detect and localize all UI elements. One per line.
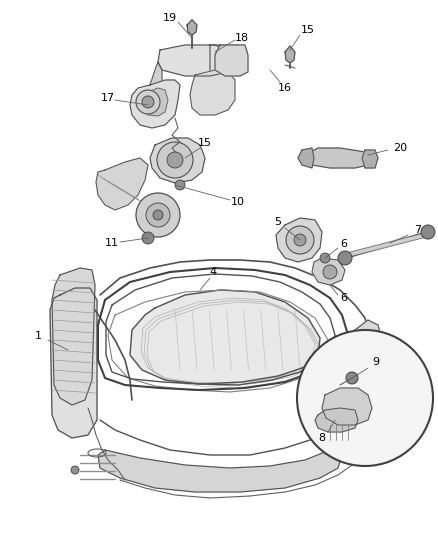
- Text: 18: 18: [235, 33, 249, 43]
- Text: 10: 10: [231, 197, 245, 207]
- Polygon shape: [150, 138, 205, 183]
- Circle shape: [142, 232, 154, 244]
- Text: 15: 15: [301, 25, 315, 35]
- Polygon shape: [52, 268, 95, 405]
- Circle shape: [338, 251, 352, 265]
- Polygon shape: [140, 88, 168, 116]
- Circle shape: [175, 180, 185, 190]
- Polygon shape: [312, 258, 345, 285]
- Text: 11: 11: [105, 238, 119, 248]
- Text: 4: 4: [209, 267, 216, 277]
- Polygon shape: [130, 80, 180, 128]
- Text: 20: 20: [393, 143, 407, 153]
- Circle shape: [346, 372, 358, 384]
- Circle shape: [297, 330, 433, 466]
- Circle shape: [320, 253, 330, 263]
- Polygon shape: [285, 46, 295, 63]
- Text: 9: 9: [372, 357, 380, 367]
- Polygon shape: [187, 20, 197, 35]
- Text: 19: 19: [163, 13, 177, 23]
- Polygon shape: [315, 408, 358, 432]
- Polygon shape: [362, 150, 378, 168]
- Polygon shape: [148, 62, 165, 118]
- Text: 5: 5: [275, 217, 282, 227]
- Text: 7: 7: [414, 225, 421, 235]
- Polygon shape: [98, 440, 342, 492]
- Polygon shape: [322, 388, 372, 425]
- Text: 1: 1: [35, 331, 42, 341]
- Text: 16: 16: [278, 83, 292, 93]
- Polygon shape: [298, 148, 314, 168]
- Polygon shape: [276, 218, 322, 262]
- Polygon shape: [340, 320, 382, 440]
- Circle shape: [136, 90, 160, 114]
- Circle shape: [157, 142, 193, 178]
- Circle shape: [146, 203, 170, 227]
- Circle shape: [136, 193, 180, 237]
- Polygon shape: [215, 45, 248, 76]
- Circle shape: [142, 96, 154, 108]
- Circle shape: [71, 466, 79, 474]
- Circle shape: [421, 225, 435, 239]
- Polygon shape: [303, 148, 370, 168]
- Text: 8: 8: [318, 433, 325, 443]
- Text: 6: 6: [340, 293, 347, 303]
- Text: 17: 17: [101, 93, 115, 103]
- Polygon shape: [158, 45, 232, 76]
- Circle shape: [323, 265, 337, 279]
- Circle shape: [167, 152, 183, 168]
- Polygon shape: [50, 288, 97, 438]
- Polygon shape: [210, 45, 245, 76]
- Circle shape: [294, 234, 306, 246]
- Circle shape: [153, 210, 163, 220]
- Polygon shape: [130, 290, 320, 385]
- Circle shape: [286, 226, 314, 254]
- Text: 15: 15: [198, 138, 212, 148]
- Text: 6: 6: [340, 239, 347, 249]
- Polygon shape: [190, 70, 235, 115]
- Polygon shape: [96, 158, 148, 210]
